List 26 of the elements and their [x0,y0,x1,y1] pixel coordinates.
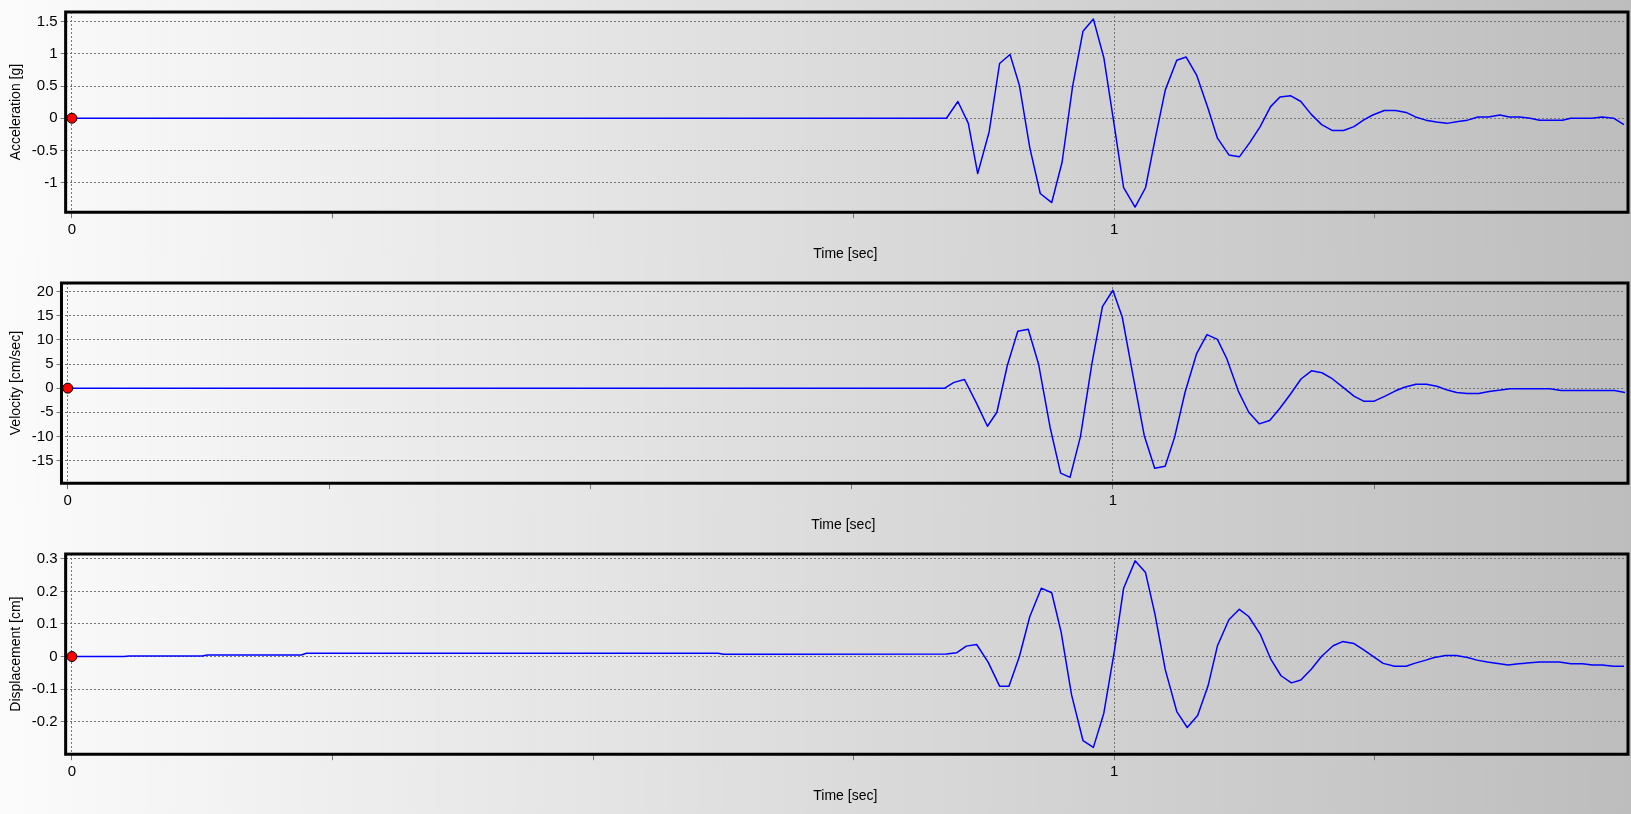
y-tick-label: -0.1 [31,679,58,697]
y-tick-label: 1 [49,43,58,61]
y-axis-title: Acceleration [g] [7,63,24,161]
y-tick-label: 0.2 [36,581,58,599]
y-tick-label: -0.2 [31,711,58,729]
x-axis-title: Time [sec] [813,245,878,262]
y-tick-label: -10 [31,426,54,444]
x-axis-title: Time [sec] [811,516,876,533]
y-tick-label: 0 [49,646,58,664]
y-tick-label: 0.5 [36,76,58,94]
y-tick-label: -1 [44,172,58,190]
y-tick-label: 1.5 [36,11,58,29]
y-tick-label: 0.3 [36,549,58,567]
y-tick-label: 5 [45,354,54,372]
y-tick-label: 0.1 [36,614,58,632]
y-tick-label: 15 [36,305,54,323]
x-axis-title: Time [sec] [813,787,878,804]
y-tick-label: 0 [49,108,58,126]
y-tick-label: 10 [36,330,54,348]
y-axis-title: Displacement [cm] [7,596,24,712]
y-tick-label: 20 [36,281,54,299]
y-axis-title: Velocity [cm/sec] [7,330,24,436]
y-tick-label: -15 [31,450,54,468]
y-tick-label: -5 [40,402,54,420]
y-tick-label: 0 [45,378,54,396]
y-tick-label: -0.5 [31,140,58,158]
